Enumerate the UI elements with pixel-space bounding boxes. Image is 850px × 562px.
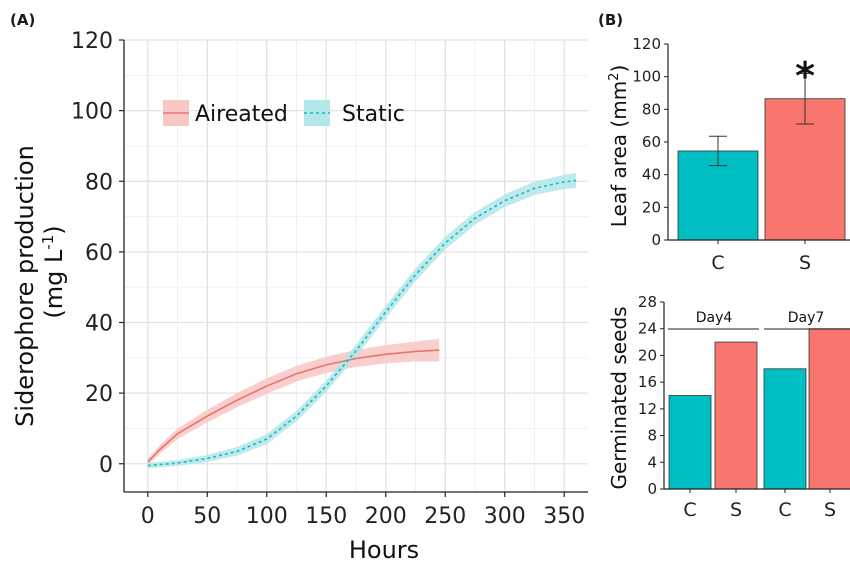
bar-day7-s — [808, 328, 850, 490]
chart-b1-y-axis-title: Leaf area (mm2) — [607, 65, 631, 228]
x-tick-label: 150 — [305, 504, 347, 529]
y-tick-label: 40 — [85, 312, 113, 337]
chart-a-legend: Aireated Static — [163, 100, 405, 127]
y-tick-label: 28 — [638, 293, 657, 311]
chart-a-y-axis-title-line2: (mg L-1) — [39, 225, 68, 318]
chart-a-x-axis-title: Hours — [349, 536, 419, 562]
group-header-label: Day4 — [696, 310, 733, 326]
y-title-b1-close: ) — [607, 65, 631, 73]
chart-b1-bars — [677, 72, 846, 241]
y-tick-label: 120 — [71, 29, 113, 54]
x-tick-label: C — [778, 499, 791, 521]
chart-b2-bars — [668, 328, 850, 490]
confidence-band-static — [147, 173, 577, 469]
y-tick-label: 24 — [638, 320, 657, 338]
chart-b1-tick-labels: 0 20 40 60 80 100 120 C S — [632, 35, 811, 274]
y-tick-label: 20 — [642, 198, 661, 216]
chart-a-confidence-bands — [147, 173, 577, 469]
chart-b2-tick-labels: C S C S 0 4 8 12 16 20 24 28 — [638, 293, 836, 521]
significance-star: * — [795, 54, 815, 98]
y-tick-label: 20 — [85, 382, 113, 407]
x-tick-label: S — [824, 499, 836, 521]
y-title-b1-superscript: 2 — [607, 73, 622, 81]
chart-a-series-lines — [147, 179, 577, 467]
y-tick-label: 20 — [638, 346, 657, 364]
y-title-a-superscript: -1 — [39, 235, 57, 250]
y-tick-label: 60 — [642, 133, 661, 151]
x-tick-label: C — [683, 499, 696, 521]
y-tick-label: 0 — [647, 480, 657, 498]
x-tick-label: 0 — [141, 504, 155, 529]
chart-a-tick-labels: 0 50 100 150 200 250 300 350 0 20 40 60 80 100 120 — [71, 29, 585, 529]
x-tick-label: 100 — [246, 504, 288, 529]
y-title-b1-text: Leaf area (mm — [607, 81, 631, 227]
x-tick-label: S — [799, 252, 811, 274]
bar-day4-c — [668, 395, 712, 490]
chart-a-grid — [124, 39, 588, 492]
y-tick-label: 16 — [638, 373, 657, 391]
bar-day7-c — [763, 368, 807, 490]
y-tick-label: 80 — [642, 100, 661, 118]
y-tick-label: 0 — [99, 453, 113, 478]
y-tick-label: 80 — [85, 170, 113, 195]
x-tick-label: 300 — [484, 504, 526, 529]
y-title-a-close: ) — [40, 225, 68, 234]
legend-label-static: Static — [342, 102, 405, 127]
x-tick-label: C — [711, 252, 724, 274]
x-tick-label: 350 — [543, 504, 585, 529]
x-tick-label: S — [730, 499, 742, 521]
leaf-area-chart: 0 20 40 60 80 100 120 C S * Leaf area (mm2) — [607, 35, 850, 274]
x-tick-label: 250 — [424, 504, 466, 529]
x-tick-label: 50 — [193, 504, 221, 529]
chart-b2-axes — [660, 301, 850, 493]
y-tick-label: 4 — [647, 453, 657, 471]
y-tick-label: 8 — [647, 427, 657, 445]
y-tick-label: 12 — [638, 400, 657, 418]
y-tick-label: 100 — [632, 68, 661, 86]
group-header-label: Day7 — [788, 310, 825, 326]
y-title-a-unit: (mg L — [40, 249, 68, 319]
chart-a-axes — [119, 39, 588, 497]
legend-label-aireated: Aireated — [195, 102, 288, 127]
y-tick-label: 120 — [632, 35, 661, 53]
bar-day4-s — [714, 341, 758, 490]
y-tick-label: 60 — [85, 241, 113, 266]
chart-b2-y-axis-title: Germinated seeds — [607, 307, 631, 490]
panel-label-b: (B) — [598, 11, 623, 29]
germinated-seeds-chart: C S C S 0 4 8 12 16 20 24 28 Day4 Day7 Germinated se… — [607, 293, 850, 521]
chart-b1-axes — [664, 43, 850, 244]
chart-a-y-axis-title-line1: Siderophore production — [11, 145, 39, 427]
siderophore-chart: 0 50 100 150 200 250 300 350 0 20 40 60 80 100 120 Hou… — [11, 29, 588, 562]
chart-b2-group-headers: Day4 Day7 — [668, 310, 850, 330]
series-line-aireated — [147, 349, 440, 463]
y-tick-label: 0 — [651, 231, 661, 249]
x-tick-label: 200 — [365, 504, 407, 529]
y-tick-label: 40 — [642, 166, 661, 184]
panel-label-a: (A) — [10, 11, 35, 29]
y-tick-label: 100 — [71, 100, 113, 125]
